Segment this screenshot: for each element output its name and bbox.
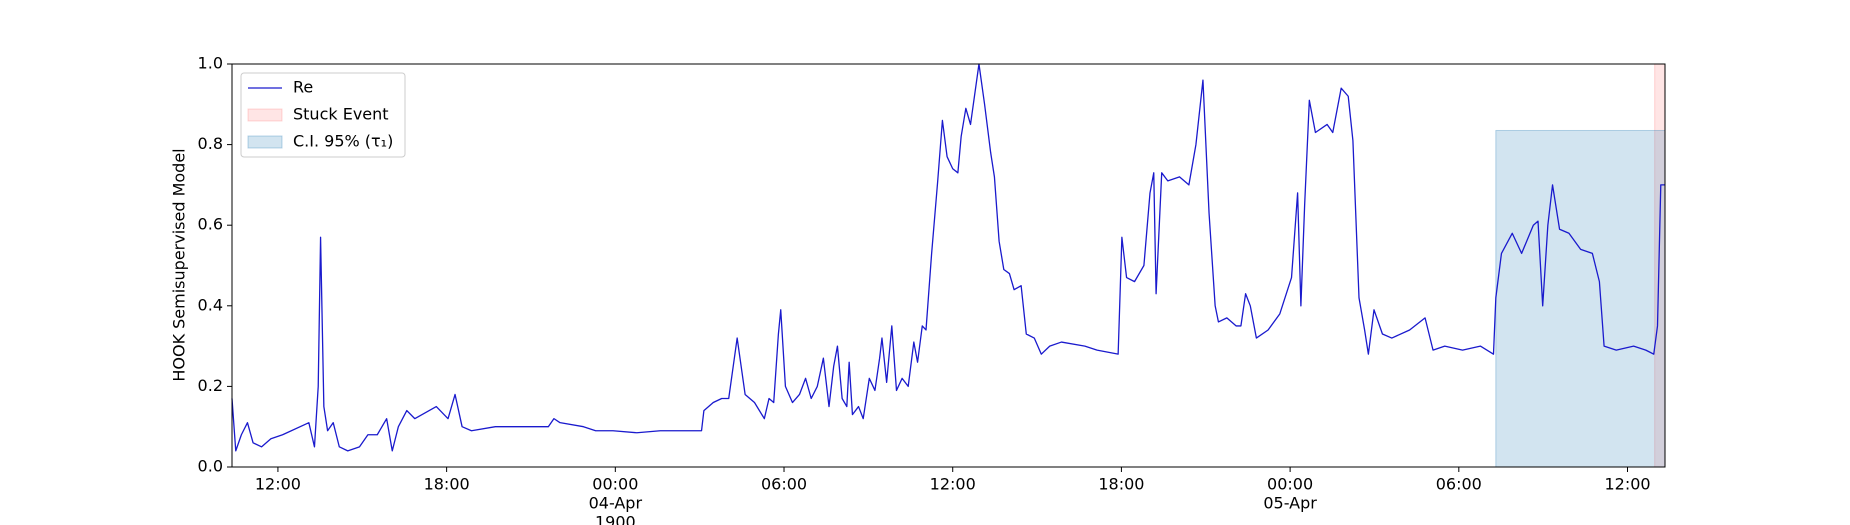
y-tick-label: 0.8 <box>198 134 223 153</box>
y-tick-label: 0.0 <box>198 457 223 476</box>
x-tick-label: 18:00 <box>424 475 470 494</box>
legend-swatch <box>247 108 283 122</box>
x-tick-label: 12:00 <box>930 475 976 494</box>
x-tick-label: 06:00 <box>761 475 807 494</box>
y-axis-label: HOOK Semisupervised Model <box>170 148 189 381</box>
x-tick-label: 18:00 <box>1098 475 1144 494</box>
y-tick-label: 1.0 <box>198 54 223 73</box>
x-tick-label: 1900 <box>595 513 636 525</box>
x-tick-label: 00:00 <box>1267 475 1313 494</box>
x-tick-label: 12:00 <box>255 475 301 494</box>
y-tick-label: 0.2 <box>198 376 223 395</box>
x-tick-label: 06:00 <box>1436 475 1482 494</box>
x-tick-label: 12:00 <box>1604 475 1650 494</box>
legend-label: Re <box>293 78 313 97</box>
x-tick-label: 00:00 <box>592 475 638 494</box>
y-tick-label: 0.4 <box>198 295 223 314</box>
legend-box <box>240 72 406 158</box>
legend-swatch <box>247 135 283 149</box>
band <box>1495 129 1666 468</box>
x-tick-label: 05-Apr <box>1263 494 1317 513</box>
x-tick-label: 04-Apr <box>589 494 643 513</box>
y-tick-label: 0.6 <box>198 215 223 234</box>
line <box>231 63 1665 452</box>
axes-frame <box>231 63 1666 468</box>
legend-label: C.I. 95% (τ₁) <box>293 132 393 151</box>
legend-label: Stuck Event <box>293 105 389 124</box>
